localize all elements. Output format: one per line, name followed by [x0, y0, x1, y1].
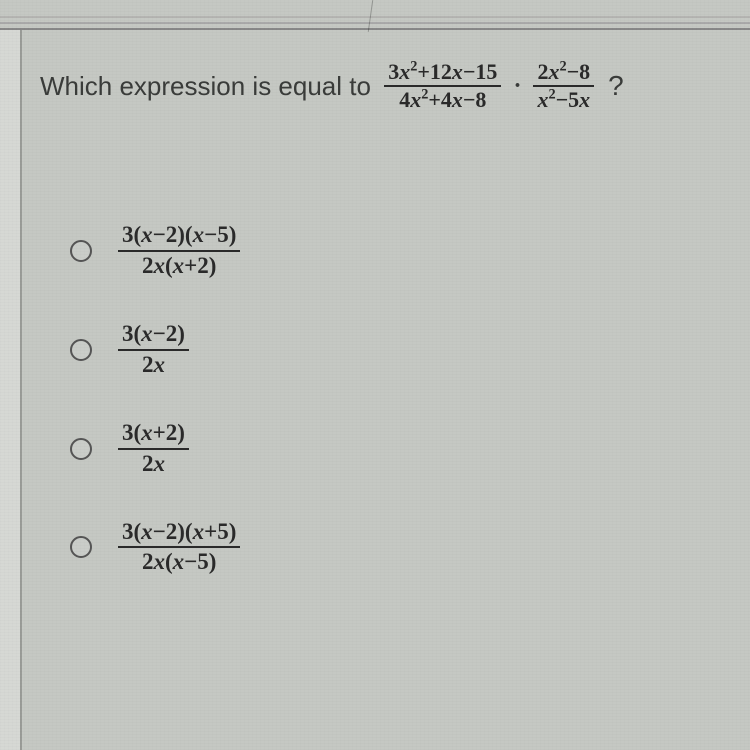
- top-border: [0, 28, 750, 30]
- options-list: 3(x−2)(x−5) 2x(x+2) 3(x−2) 2x 3(x+2) 2x: [70, 222, 730, 576]
- option-d-den: 2x(x−5): [138, 549, 220, 575]
- question-fraction-2: 2x2−8 x2−5x: [533, 60, 594, 112]
- frac1-denominator: 4x2+4x−8: [395, 88, 490, 112]
- option-c-num: 3(x+2): [118, 420, 189, 446]
- option-b-den: 2x: [138, 352, 169, 378]
- option-d-num: 3(x−2)(x+5): [118, 519, 240, 545]
- option-d-bar: [118, 546, 240, 548]
- question-prompt: Which expression is equal to: [40, 71, 371, 102]
- option-c-fraction: 3(x+2) 2x: [118, 420, 189, 477]
- frac2-denominator: x2−5x: [533, 88, 594, 112]
- radio-icon[interactable]: [70, 339, 92, 361]
- frac2-numerator: 2x2−8: [533, 60, 594, 84]
- question-mark: ?: [608, 70, 624, 102]
- option-c-den: 2x: [138, 451, 169, 477]
- option-a-bar: [118, 250, 240, 252]
- radio-icon[interactable]: [70, 438, 92, 460]
- question-content: Which expression is equal to 3x2+12x−15 …: [40, 60, 730, 618]
- option-a-den: 2x(x+2): [138, 253, 220, 279]
- option-a-num: 3(x−2)(x−5): [118, 222, 240, 248]
- radio-icon[interactable]: [70, 240, 92, 262]
- left-gutter: [0, 30, 22, 750]
- question-fraction-1: 3x2+12x−15 4x2+4x−8: [384, 60, 501, 112]
- option-b-bar: [118, 349, 189, 351]
- option-c-bar: [118, 448, 189, 450]
- option-b[interactable]: 3(x−2) 2x: [70, 321, 730, 378]
- option-d-fraction: 3(x−2)(x+5) 2x(x−5): [118, 519, 240, 576]
- option-b-num: 3(x−2): [118, 321, 189, 347]
- option-c[interactable]: 3(x+2) 2x: [70, 420, 730, 477]
- frac1-numerator: 3x2+12x−15: [384, 60, 501, 84]
- radio-icon[interactable]: [70, 536, 92, 558]
- option-d[interactable]: 3(x−2)(x+5) 2x(x−5): [70, 519, 730, 576]
- option-a[interactable]: 3(x−2)(x−5) 2x(x+2): [70, 222, 730, 279]
- option-a-fraction: 3(x−2)(x−5) 2x(x+2): [118, 222, 240, 279]
- question-line: Which expression is equal to 3x2+12x−15 …: [40, 60, 730, 112]
- multiply-dot: ·: [507, 73, 527, 100]
- option-b-fraction: 3(x−2) 2x: [118, 321, 189, 378]
